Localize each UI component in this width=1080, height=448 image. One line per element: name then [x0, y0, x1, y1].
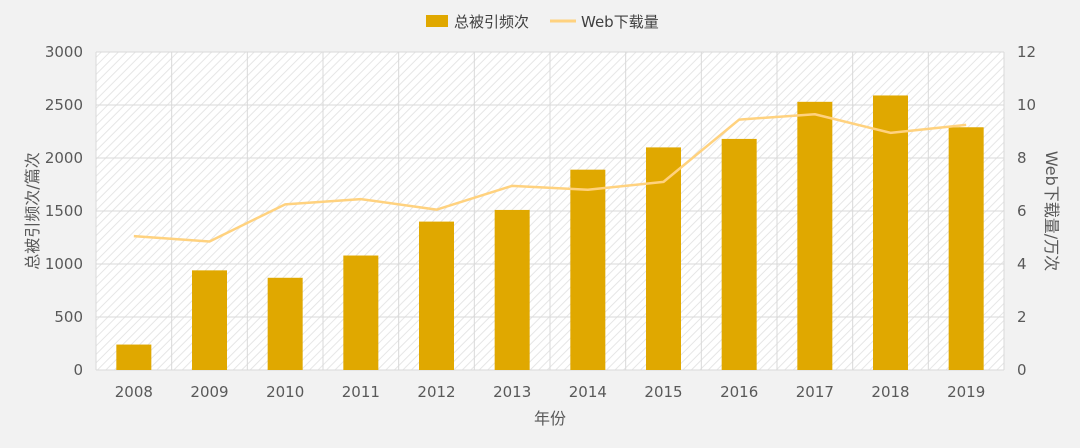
- right-tick-label: 2: [1017, 308, 1027, 326]
- bar-2015: [646, 147, 681, 370]
- x-tick-label: 2016: [720, 383, 758, 401]
- right-tick-label: 0: [1017, 361, 1027, 379]
- bar-series-citations: [116, 95, 984, 371]
- legend-swatch-citations: [426, 15, 448, 27]
- left-tick-label: 2000: [45, 149, 83, 167]
- line-series-downloads: [133, 113, 967, 243]
- x-tick-label: 2019: [947, 383, 985, 401]
- right-tick-label: 4: [1017, 255, 1027, 273]
- right-axis-ticks: 0 2 4 6 8 10 12: [1017, 43, 1036, 379]
- x-tick-label: 2008: [115, 383, 153, 401]
- x-tick-label: 2013: [493, 383, 531, 401]
- x-axis-ticks: 2008 2009 2010 2011 2012 2013 2014 2015 2016 2017…: [115, 383, 986, 401]
- left-axis-title: 总被引频次/篇次: [23, 152, 42, 269]
- right-tick-label: 6: [1017, 202, 1027, 220]
- bar-2009: [192, 270, 227, 370]
- left-tick-label: 3000: [45, 43, 83, 61]
- bar-2012: [419, 221, 454, 370]
- legend-label-downloads: Web下载量: [581, 13, 659, 31]
- bar-2010: [267, 277, 303, 370]
- left-tick-label: 2500: [45, 96, 83, 114]
- x-axis-title: 年份: [534, 409, 566, 428]
- right-tick-label: 12: [1017, 43, 1036, 61]
- gridlines: [95, 51, 1005, 371]
- downloads-line: [133, 113, 967, 243]
- right-tick-label: 8: [1017, 149, 1027, 167]
- x-tick-label: 2012: [417, 383, 455, 401]
- right-tick-label: 10: [1017, 96, 1036, 114]
- legend-label-citations: 总被引频次: [454, 13, 529, 31]
- bar-2014: [570, 169, 606, 370]
- bar-2013: [494, 209, 530, 370]
- bar-2011: [343, 255, 379, 370]
- x-tick-label: 2018: [871, 383, 909, 401]
- x-tick-label: 2011: [342, 383, 380, 401]
- x-tick-label: 2014: [569, 383, 607, 401]
- left-axis-ticks: 0 500 1000 1500 2000 2500 3000: [45, 43, 83, 379]
- x-tick-label: 2009: [190, 383, 228, 401]
- x-tick-label: 2010: [266, 383, 304, 401]
- bar-2018: [873, 95, 908, 371]
- legend: 总被引频次 Web下载量: [426, 13, 659, 31]
- bar-2008: [116, 344, 152, 370]
- left-tick-label: 1500: [45, 202, 83, 220]
- left-tick-label: 1000: [45, 255, 83, 273]
- left-tick-label: 500: [54, 308, 83, 326]
- x-tick-label: 2015: [644, 383, 682, 401]
- x-tick-label: 2017: [796, 383, 834, 401]
- bar-2017: [797, 101, 833, 370]
- bar-2019: [948, 127, 984, 370]
- left-tick-label: 0: [73, 361, 83, 379]
- right-axis-title: Web下载量/万次: [1042, 151, 1061, 271]
- bar-2016: [721, 138, 757, 370]
